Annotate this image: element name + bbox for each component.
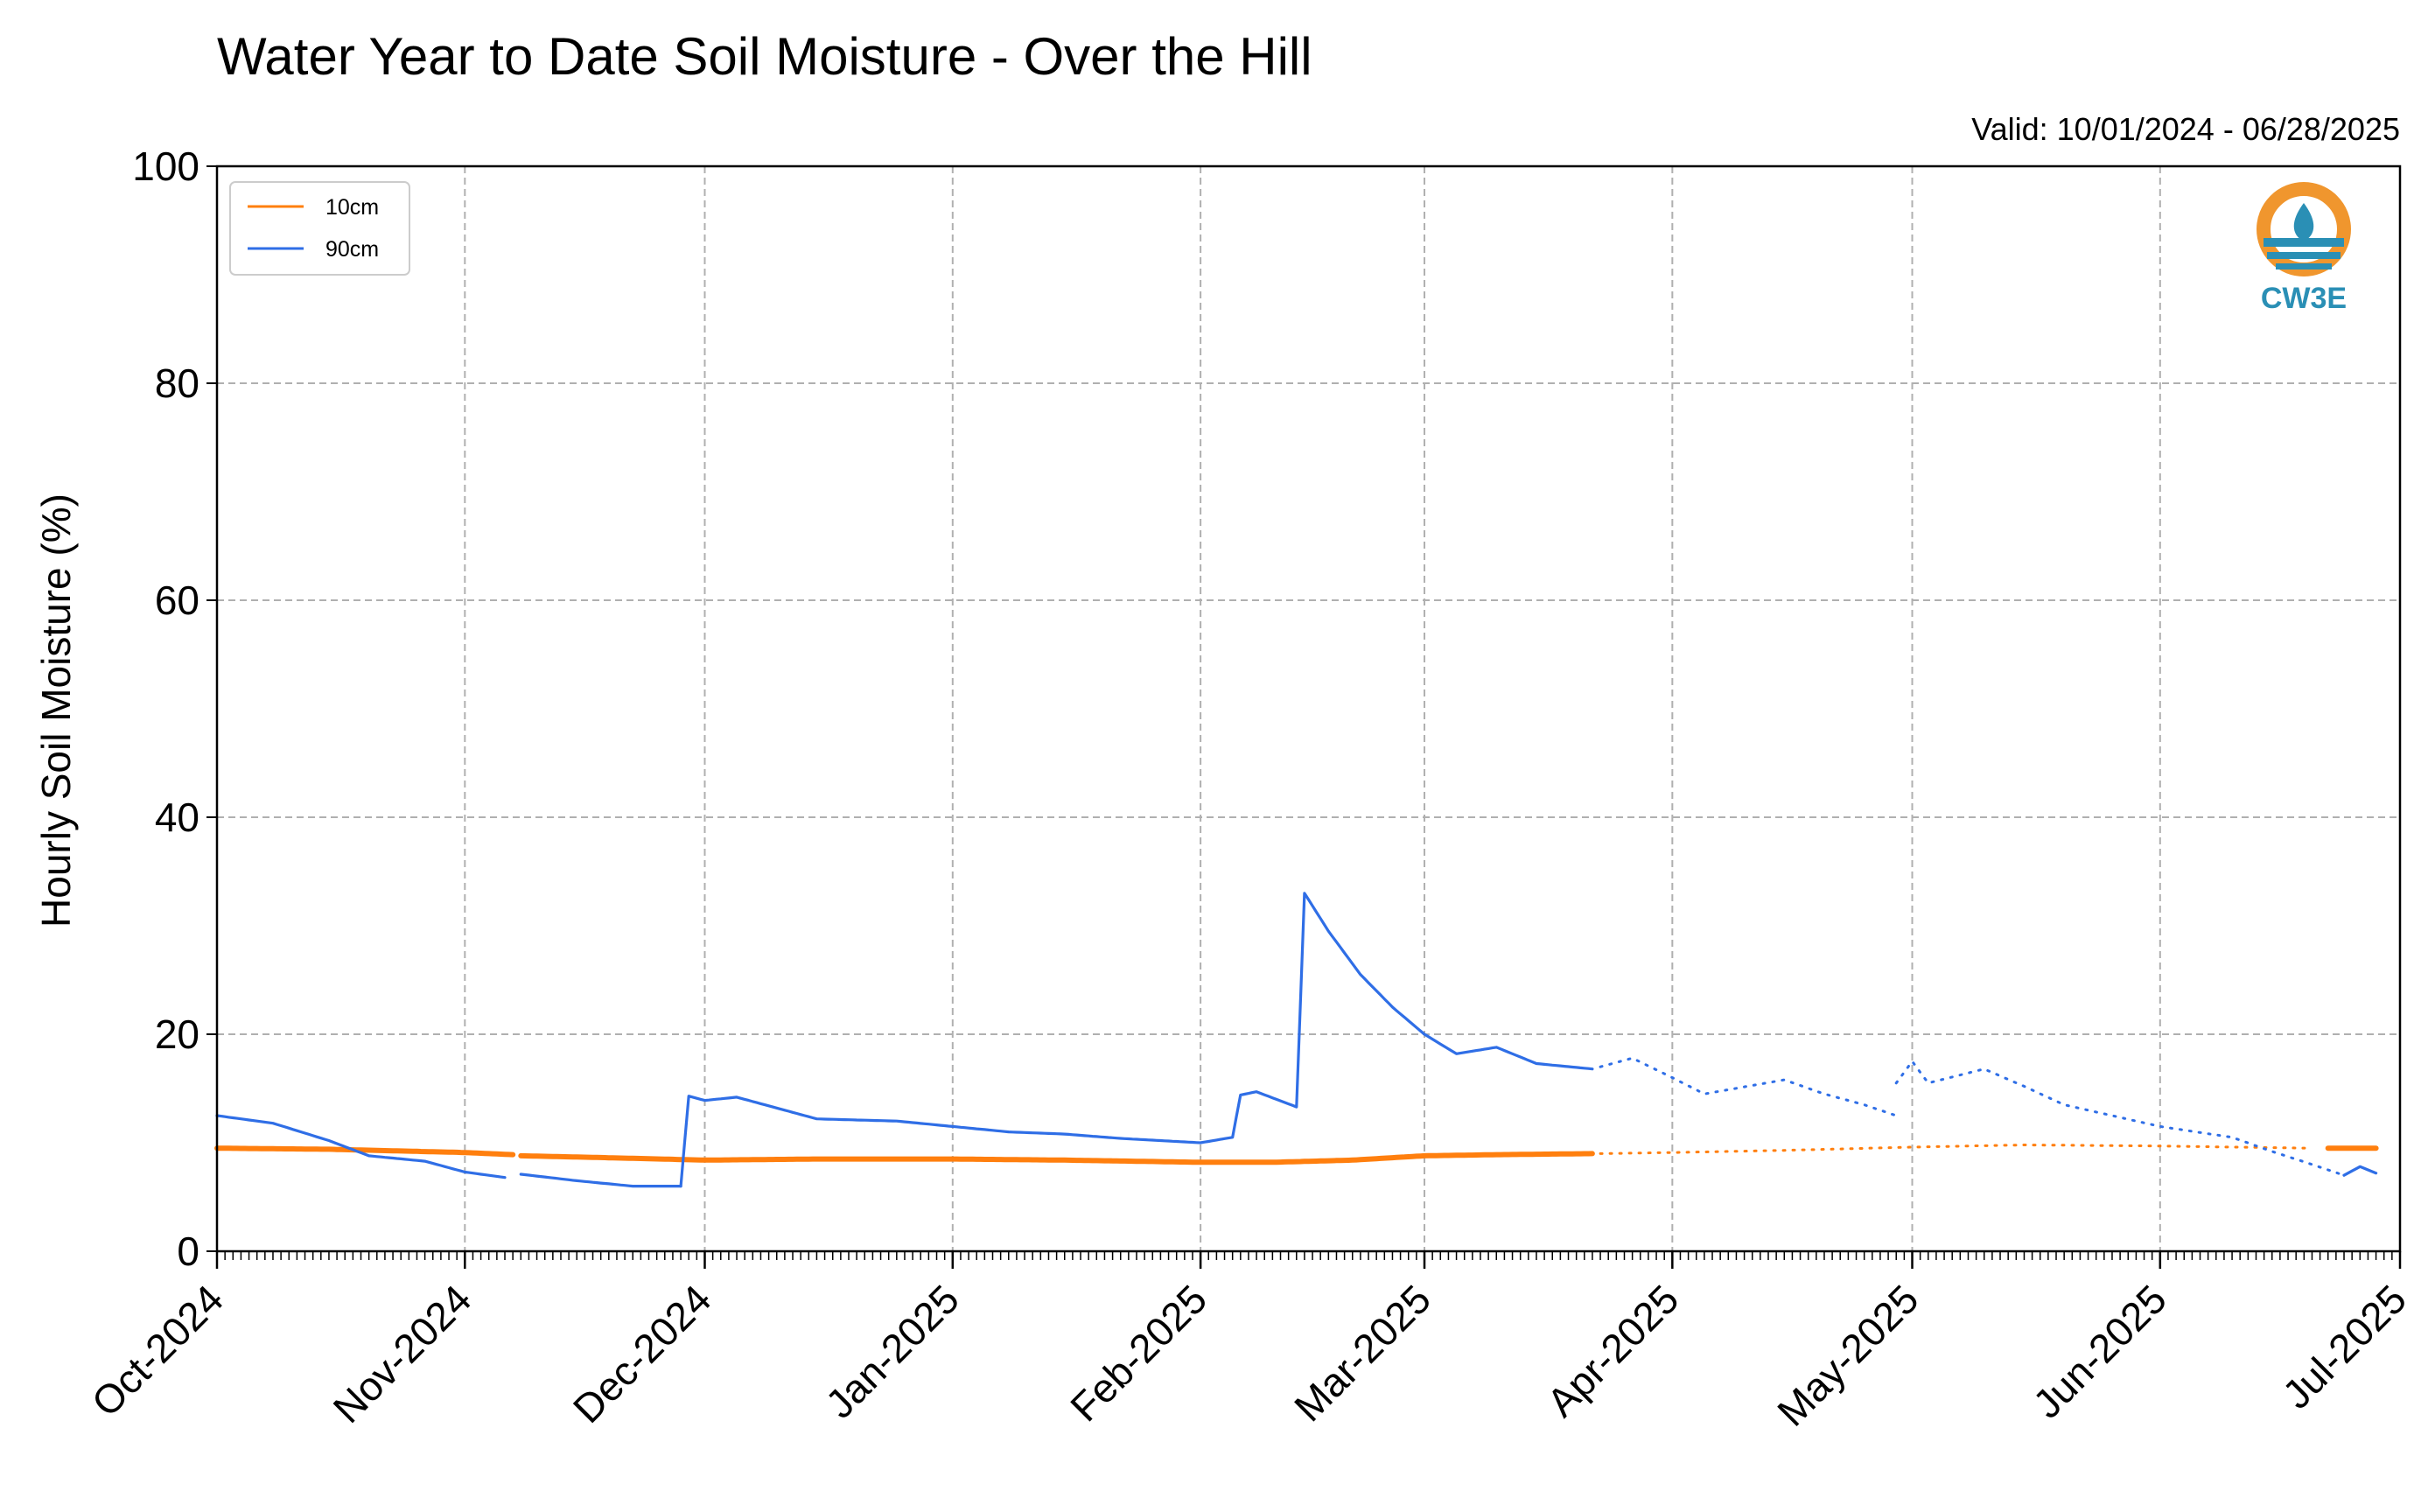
plot-frame — [215, 164, 2402, 1253]
y-tick-labels: 0 20 40 60 80 100 — [132, 144, 199, 1274]
legend-label-10cm: 10cm — [325, 195, 379, 220]
x-tick-labels: Oct-2024 Nov-2024 Dec-2024 Jan-2025 Feb-2025… — [83, 1276, 2416, 1434]
series-line-90cm — [1894, 1060, 2346, 1177]
y-tick-label: 100 — [132, 144, 199, 189]
series-90cm — [215, 892, 2378, 1188]
y-tick-label: 20 — [155, 1012, 199, 1057]
cw3e-logo: CW3E — [2257, 182, 2351, 315]
logo-drop-icon — [2293, 203, 2314, 242]
series-line-10cm — [518, 1151, 1595, 1166]
x-tick-label: May-2025 — [1768, 1276, 1927, 1434]
series-line-90cm — [2342, 1165, 2378, 1177]
x-tick-label: Oct-2024 — [83, 1276, 233, 1425]
x-tick-label: Mar-2025 — [1285, 1276, 1439, 1430]
logo-text: CW3E — [2261, 282, 2347, 315]
series-line-90cm — [215, 1114, 507, 1180]
x-tick-label: Jun-2025 — [2024, 1276, 2174, 1426]
legend-label-90cm: 90cm — [325, 237, 379, 262]
series-line-10cm — [214, 1145, 516, 1158]
x-tick-label: Jan-2025 — [816, 1276, 967, 1426]
logo-wave-icon — [2276, 263, 2332, 270]
grid-lines — [217, 166, 2400, 1251]
logo-wave-icon — [2267, 252, 2341, 259]
series-line-90cm — [1599, 1056, 1898, 1117]
legend: 10cm 90cm — [229, 181, 410, 276]
y-tick-label: 0 — [177, 1228, 199, 1274]
chart-title: Water Year to Date Soil Moisture - Over … — [217, 27, 1312, 86]
series-line-90cm — [519, 1172, 682, 1188]
x-tick-label: Apr-2025 — [1538, 1276, 1688, 1425]
series-line-10cm — [1599, 1144, 2313, 1155]
logo-wave-icon — [2264, 238, 2344, 247]
series-10cm — [214, 1144, 2379, 1166]
x-tick-label: Dec-2024 — [564, 1276, 720, 1432]
valid-date-range: Valid: 10/01/2024 - 06/28/2025 — [1971, 111, 2400, 147]
y-tick-label: 60 — [155, 578, 199, 623]
series-line-90cm — [679, 892, 1594, 1188]
y-tick-label: 80 — [155, 360, 199, 406]
x-tick-label: Feb-2025 — [1061, 1276, 1215, 1430]
x-tick-label: Nov-2024 — [325, 1276, 480, 1432]
y-tick-label: 40 — [155, 794, 199, 840]
axes — [206, 164, 2402, 1269]
x-tick-label: Jul-2025 — [2274, 1276, 2416, 1418]
y-axis-label: Hourly Soil Moisture (%) — [33, 494, 79, 928]
legend-box — [229, 181, 410, 276]
series-lines — [214, 892, 2379, 1188]
